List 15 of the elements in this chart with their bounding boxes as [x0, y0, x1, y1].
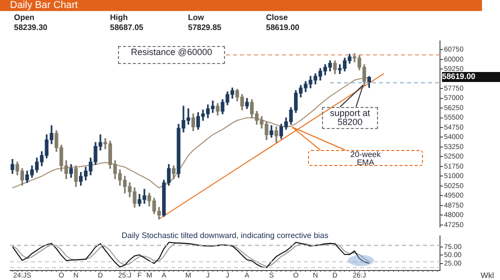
- text: 58687.05: [110, 23, 144, 33]
- text: 57829.85: [188, 23, 222, 33]
- text: High: [110, 13, 129, 23]
- chart-title: Daily Stochastic tilted downward, indicating corrective bias: [120, 231, 330, 240]
- chart-title: Daily Bar Chart: [0, 0, 482, 11]
- text: Close: [266, 13, 289, 23]
- text: Wkl: [480, 271, 494, 280]
- text: 58619.00: [266, 23, 300, 33]
- ref-line-label: support at 58200: [322, 106, 378, 129]
- text: 58619.00: [442, 72, 500, 82]
- text: Low: [188, 13, 205, 23]
- ref-line-label: Resistance @60000: [118, 46, 225, 64]
- text: 58239.30: [14, 23, 48, 33]
- annotation: 20-week EMA: [308, 150, 423, 166]
- text: Open: [14, 13, 36, 23]
